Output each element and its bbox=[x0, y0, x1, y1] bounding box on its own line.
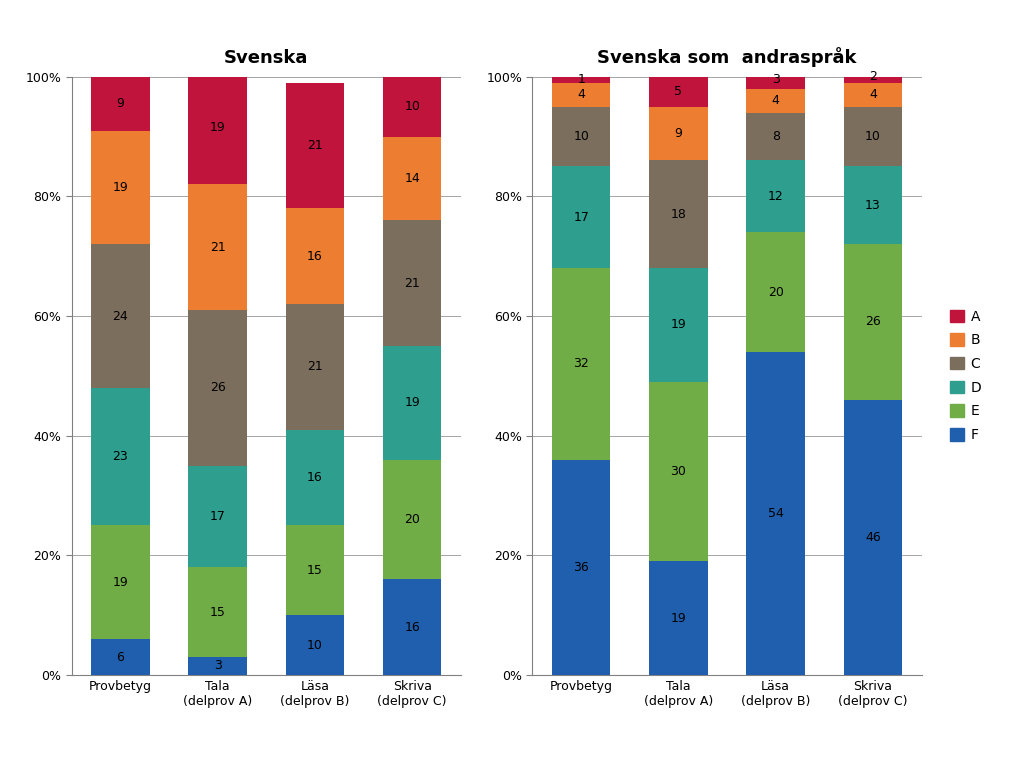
Bar bbox=[552, 166, 610, 268]
Title: Svenska som  andraspråk: Svenska som andraspråk bbox=[597, 47, 857, 67]
Text: 16: 16 bbox=[404, 621, 420, 634]
Text: 10: 10 bbox=[865, 130, 881, 143]
Bar bbox=[844, 166, 902, 244]
Text: 16: 16 bbox=[307, 471, 323, 484]
Bar bbox=[91, 388, 150, 525]
Text: 19: 19 bbox=[404, 397, 420, 410]
Text: 17: 17 bbox=[210, 510, 225, 523]
Text: 32: 32 bbox=[573, 357, 589, 370]
Text: 12: 12 bbox=[768, 190, 783, 202]
Bar bbox=[188, 184, 247, 310]
Bar bbox=[746, 71, 805, 89]
Text: 9: 9 bbox=[117, 97, 124, 110]
Bar bbox=[552, 268, 610, 459]
Bar bbox=[649, 561, 708, 675]
Bar bbox=[383, 137, 441, 220]
Text: 1: 1 bbox=[578, 73, 585, 86]
Bar bbox=[383, 579, 441, 675]
Bar bbox=[844, 71, 902, 83]
Text: 10: 10 bbox=[573, 130, 589, 143]
Bar bbox=[649, 268, 708, 382]
Text: 19: 19 bbox=[671, 611, 686, 624]
Bar bbox=[844, 107, 902, 166]
Bar bbox=[383, 77, 441, 137]
Bar bbox=[649, 107, 708, 160]
Bar bbox=[188, 310, 247, 466]
Bar bbox=[286, 83, 344, 209]
Text: 21: 21 bbox=[307, 360, 323, 374]
Bar bbox=[91, 130, 150, 244]
Text: 26: 26 bbox=[210, 381, 225, 394]
Text: 23: 23 bbox=[113, 450, 128, 463]
Text: 8: 8 bbox=[772, 130, 779, 143]
Bar bbox=[383, 459, 441, 579]
Legend: A, B, C, D, E, F: A, B, C, D, E, F bbox=[944, 304, 987, 448]
Text: 20: 20 bbox=[404, 513, 420, 526]
Bar bbox=[188, 466, 247, 568]
Bar bbox=[746, 352, 805, 675]
Bar bbox=[649, 382, 708, 561]
Text: 10: 10 bbox=[404, 100, 420, 113]
Bar bbox=[552, 459, 610, 675]
Text: 2: 2 bbox=[869, 71, 877, 83]
Text: 15: 15 bbox=[210, 606, 225, 619]
Bar bbox=[286, 525, 344, 615]
Text: 36: 36 bbox=[573, 561, 589, 574]
Bar bbox=[188, 568, 247, 657]
Text: 21: 21 bbox=[210, 241, 225, 254]
Text: 19: 19 bbox=[113, 181, 128, 194]
Text: 19: 19 bbox=[113, 576, 128, 589]
Bar bbox=[188, 657, 247, 675]
Bar bbox=[188, 71, 247, 184]
Text: 26: 26 bbox=[865, 315, 881, 328]
Text: 18: 18 bbox=[671, 208, 686, 221]
Text: 19: 19 bbox=[671, 318, 686, 331]
Text: 3: 3 bbox=[214, 660, 221, 673]
Title: Svenska: Svenska bbox=[224, 49, 308, 67]
Text: 19: 19 bbox=[210, 121, 225, 134]
Text: 5: 5 bbox=[675, 85, 682, 98]
Text: 14: 14 bbox=[404, 172, 420, 185]
Bar bbox=[286, 430, 344, 525]
Text: 21: 21 bbox=[307, 139, 323, 152]
Bar bbox=[746, 89, 805, 113]
Bar bbox=[286, 209, 344, 304]
Text: 30: 30 bbox=[671, 465, 686, 478]
Bar bbox=[91, 244, 150, 388]
Bar bbox=[844, 244, 902, 400]
Text: 4: 4 bbox=[578, 88, 585, 101]
Bar bbox=[286, 304, 344, 430]
Bar bbox=[91, 525, 150, 639]
Text: 24: 24 bbox=[113, 310, 128, 322]
Text: 13: 13 bbox=[865, 199, 881, 212]
Text: 46: 46 bbox=[865, 531, 881, 544]
Bar bbox=[746, 113, 805, 160]
Bar bbox=[552, 83, 610, 107]
Text: 4: 4 bbox=[772, 94, 779, 107]
Bar bbox=[383, 220, 441, 346]
Text: 6: 6 bbox=[117, 650, 124, 663]
Bar bbox=[286, 615, 344, 675]
Text: 10: 10 bbox=[307, 639, 323, 651]
Text: 4: 4 bbox=[869, 88, 877, 101]
Bar bbox=[552, 77, 610, 83]
Bar bbox=[649, 77, 708, 107]
Bar bbox=[91, 639, 150, 675]
Bar bbox=[844, 83, 902, 107]
Bar bbox=[649, 160, 708, 268]
Text: 17: 17 bbox=[573, 211, 589, 224]
Bar bbox=[746, 160, 805, 232]
Bar bbox=[383, 346, 441, 459]
Text: 54: 54 bbox=[768, 507, 783, 520]
Bar bbox=[552, 107, 610, 166]
Text: 16: 16 bbox=[307, 250, 323, 262]
Text: 3: 3 bbox=[772, 73, 779, 86]
Text: 9: 9 bbox=[675, 127, 682, 140]
Text: 21: 21 bbox=[404, 277, 420, 290]
Bar bbox=[746, 232, 805, 352]
Text: 20: 20 bbox=[768, 285, 783, 298]
Text: 15: 15 bbox=[307, 564, 323, 577]
Bar bbox=[91, 77, 150, 130]
Bar bbox=[844, 400, 902, 675]
